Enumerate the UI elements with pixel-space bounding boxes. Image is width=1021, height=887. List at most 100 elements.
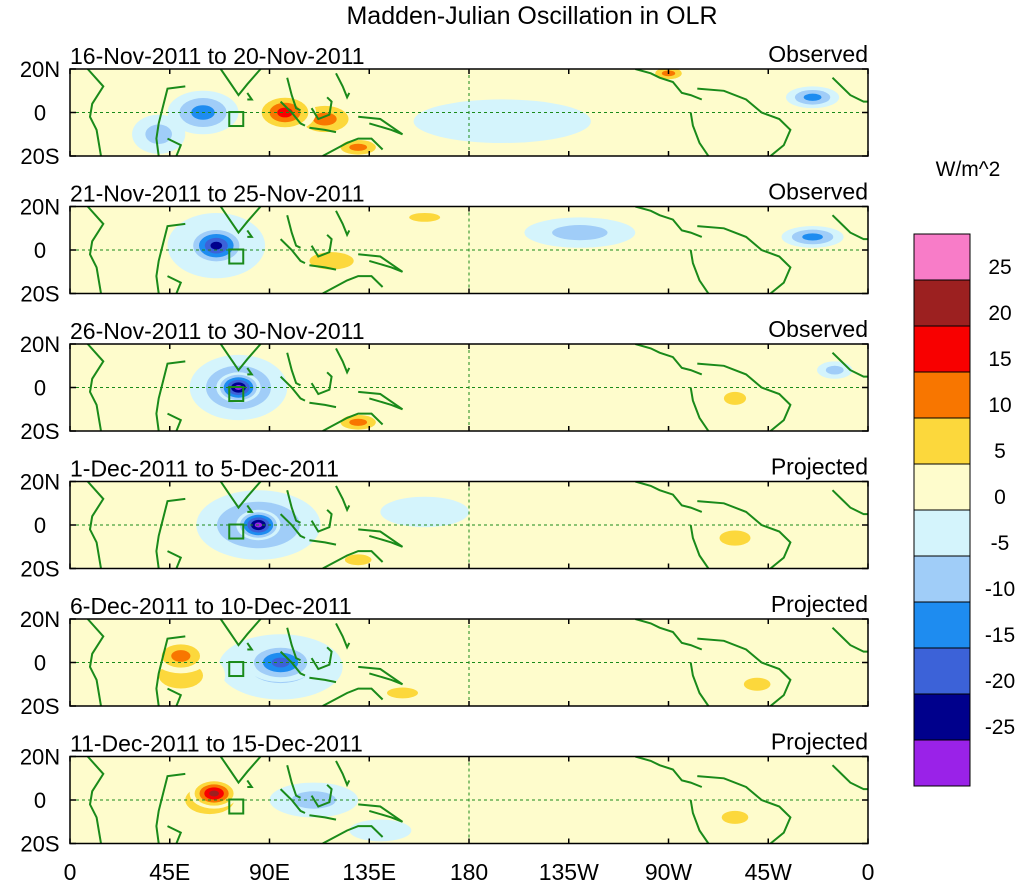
- coastline: [831, 214, 868, 241]
- colorbar-units-label: W/m^2: [936, 158, 1001, 181]
- coastline: [155, 85, 186, 156]
- panel-kind: Observed: [768, 41, 868, 67]
- panel-date-range: 11-Dec-2011 to 15-Dec-2011: [70, 731, 363, 757]
- panel-date-range: 16-Nov-2011 to 20-Nov-2011: [70, 43, 365, 69]
- colorbar-swatch: [913, 509, 971, 557]
- coastline: [689, 112, 710, 156]
- coastline: [279, 238, 306, 264]
- longitude-axis: 0 45E 90E 135E 180 135W 90W 45W 0: [64, 859, 875, 885]
- anomaly-contour: [723, 391, 747, 405]
- coastline: [86, 344, 105, 431]
- coastline: [279, 650, 306, 677]
- coastline: [155, 497, 186, 569]
- coastline: [831, 351, 868, 378]
- coastline: [309, 676, 337, 684]
- colorbar-swatch: [913, 233, 971, 281]
- anomaly-contour: [313, 112, 337, 126]
- y-tick-label: 20S: [20, 419, 59, 444]
- anomaly-contour: [369, 348, 547, 392]
- panel-kind: Projected: [771, 591, 868, 617]
- coastline: [635, 206, 703, 238]
- x-tick-label: 135W: [539, 859, 599, 885]
- coastline: [219, 756, 262, 785]
- coastline: [635, 69, 703, 101]
- coastline: [697, 500, 792, 569]
- anomaly-contour: [76, 498, 175, 543]
- panel-date-range: 26-Nov-2011 to 30-Nov-2011: [70, 318, 365, 344]
- coastline: [279, 100, 306, 127]
- reference-box: [228, 798, 245, 815]
- coastline: [309, 264, 337, 271]
- anomaly-contour: [409, 212, 441, 222]
- coastline: [322, 275, 384, 294]
- coastline: [310, 784, 333, 808]
- coastline: [246, 229, 254, 238]
- anomaly-contour: [721, 810, 749, 824]
- coastline: [697, 775, 792, 844]
- x-tick-label: 90W: [645, 859, 693, 885]
- coastlines: [86, 619, 868, 706]
- coastlines: [86, 69, 868, 156]
- reference-box: [228, 523, 245, 540]
- colorbar-tick-label: 5: [994, 440, 1006, 463]
- colorbar: W/m^2 25 20 15 10 5 0 -5 -10 -15 -20 -25: [913, 158, 1015, 787]
- panel-kind: Projected: [771, 454, 868, 480]
- anomaly-contour: [380, 496, 469, 528]
- coastline: [167, 550, 183, 569]
- anomaly-contour: [145, 124, 172, 145]
- coastline: [246, 92, 254, 101]
- coastline: [635, 619, 703, 651]
- colorbar-tick-label: 10: [988, 394, 1011, 417]
- y-tick-label: 20N: [20, 745, 60, 770]
- coastline: [279, 513, 306, 539]
- coastline: [335, 760, 351, 788]
- x-tick-label: 45E: [149, 859, 190, 885]
- colorbar-swatch: [913, 555, 971, 603]
- chart-title: Madden-Julian Oscillation in OLR: [346, 2, 717, 30]
- coastlines: [86, 481, 868, 569]
- anomaly-contour: [210, 241, 223, 250]
- coastline: [86, 206, 105, 294]
- coastlines: [86, 344, 868, 431]
- coastline: [635, 756, 703, 788]
- coastline: [322, 137, 384, 156]
- y-tick-label: 20N: [20, 195, 60, 220]
- coastline: [279, 788, 306, 814]
- coastline: [310, 371, 333, 396]
- colorbar-tick-label: 0: [994, 486, 1006, 509]
- x-tick-label: 135E: [342, 859, 396, 885]
- coastline: [155, 772, 186, 844]
- coastline: [286, 214, 301, 249]
- coastline: [246, 367, 254, 376]
- y-tick-label: 20S: [20, 144, 59, 169]
- colorbar-swatch: [913, 371, 971, 419]
- anomaly-contour: [171, 650, 191, 662]
- coastline: [309, 401, 337, 409]
- x-tick-label: 180: [450, 859, 488, 885]
- coastline: [322, 412, 384, 431]
- coastline: [167, 412, 183, 431]
- panel-date-range: 6-Dec-2011 to 10-Dec-2011: [70, 593, 352, 619]
- map-panel: 20N 0 20S 26-Nov-2011 to 30-Nov-2011 Observe…: [20, 316, 869, 444]
- colorbar-tick-label: -10: [985, 578, 1015, 601]
- map-panel: 20N 0 20S 1-Dec-2011 to 5-Dec-2011 Projected: [20, 454, 869, 582]
- coastline: [697, 362, 792, 431]
- coastline: [86, 69, 105, 156]
- coastline: [335, 485, 351, 513]
- coastline: [167, 825, 183, 844]
- y-tick-label: 0: [34, 238, 46, 263]
- reference-box: [228, 111, 245, 128]
- coastline: [219, 619, 262, 647]
- reference-box: [228, 386, 245, 403]
- coastline: [286, 764, 301, 799]
- coastline: [831, 764, 868, 791]
- anomaly-contour: [362, 69, 443, 85]
- coastline: [309, 126, 337, 134]
- coastline: [358, 115, 404, 136]
- coastline: [167, 275, 183, 294]
- map-panel: 20N 0 20S 11-Dec-2011 to 15-Dec-2011 Project…: [20, 729, 869, 857]
- y-tick-label: 20N: [20, 607, 60, 632]
- panel-kind: Observed: [768, 316, 868, 342]
- panel-date-range: 21-Nov-2011 to 25-Nov-2011: [70, 181, 365, 207]
